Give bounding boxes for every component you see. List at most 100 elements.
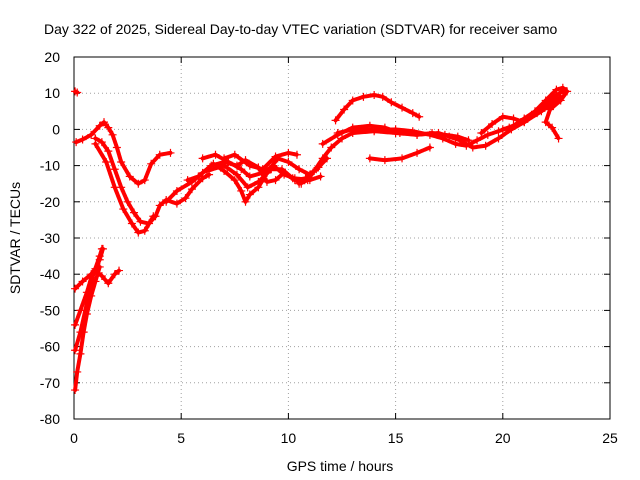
data-point bbox=[79, 328, 88, 337]
data-point bbox=[370, 126, 379, 135]
data-point bbox=[541, 96, 550, 105]
data-point bbox=[318, 139, 327, 148]
data-point bbox=[288, 174, 297, 183]
axis-ticks: 0 5 10 15 20 25 -80 -70 -60 -50 -40 -30 -20 -10 0 10 20 bbox=[40, 49, 618, 446]
data-point bbox=[127, 219, 136, 228]
data-point bbox=[230, 150, 239, 159]
data-point bbox=[271, 176, 280, 185]
data-point bbox=[451, 139, 460, 148]
x-tick-label: 15 bbox=[388, 430, 404, 446]
chart-title: Day 322 of 2025, Sidereal Day-to-day VTE… bbox=[44, 21, 557, 37]
data-point bbox=[140, 176, 149, 185]
x-tick-label: 5 bbox=[177, 430, 185, 446]
data-point bbox=[115, 266, 124, 275]
data-point bbox=[438, 134, 447, 143]
data-point bbox=[408, 127, 417, 136]
y-tick-label: -10 bbox=[40, 158, 60, 174]
data-point bbox=[119, 205, 128, 214]
data-point bbox=[509, 121, 518, 130]
data-point bbox=[73, 88, 82, 97]
data-point bbox=[110, 270, 119, 279]
data-point bbox=[73, 367, 82, 376]
data-point bbox=[333, 129, 342, 138]
data-point bbox=[245, 172, 254, 181]
data-point bbox=[112, 143, 121, 152]
data-point bbox=[155, 150, 164, 159]
data-point bbox=[277, 165, 286, 174]
data-point bbox=[541, 118, 550, 127]
y-tick-label: -60 bbox=[40, 339, 60, 355]
series-arc-20 bbox=[71, 262, 104, 395]
data-point bbox=[72, 138, 81, 147]
data-point bbox=[387, 98, 396, 107]
data-point bbox=[425, 143, 434, 152]
data-point bbox=[97, 138, 106, 147]
y-tick-label: -80 bbox=[40, 411, 60, 427]
data-point bbox=[408, 109, 417, 118]
x-tick-label: 10 bbox=[281, 430, 297, 446]
series-arc-14 bbox=[365, 143, 434, 165]
data-point bbox=[243, 183, 252, 192]
data-series bbox=[71, 83, 572, 395]
data-point bbox=[338, 134, 346, 143]
data-point bbox=[162, 197, 171, 206]
data-point bbox=[359, 92, 368, 101]
data-point bbox=[76, 306, 85, 315]
data-point bbox=[391, 125, 400, 134]
data-point bbox=[473, 136, 482, 145]
data-point bbox=[130, 208, 139, 217]
data-point bbox=[82, 310, 91, 319]
data-point bbox=[556, 96, 565, 105]
series-arc-8 bbox=[202, 161, 306, 192]
data-point bbox=[110, 183, 119, 192]
data-point bbox=[271, 152, 280, 161]
data-point bbox=[91, 139, 100, 148]
data-point bbox=[232, 170, 241, 179]
data-point bbox=[378, 92, 387, 101]
data-point bbox=[147, 159, 156, 168]
data-point bbox=[71, 386, 80, 395]
y-tick-label: -20 bbox=[40, 194, 60, 210]
data-point bbox=[498, 112, 507, 121]
data-point bbox=[100, 118, 109, 127]
data-point bbox=[303, 176, 312, 185]
data-point bbox=[166, 148, 175, 157]
data-point bbox=[494, 134, 503, 143]
y-tick-label: -70 bbox=[40, 375, 60, 391]
data-point bbox=[220, 161, 229, 170]
data-point bbox=[136, 217, 145, 226]
data-point bbox=[348, 96, 357, 105]
data-point bbox=[310, 167, 319, 176]
data-point bbox=[494, 127, 503, 136]
data-point bbox=[254, 177, 263, 186]
data-point bbox=[110, 165, 119, 174]
data-point bbox=[267, 165, 276, 174]
data-point bbox=[104, 123, 113, 132]
data-point bbox=[149, 212, 158, 221]
data-point bbox=[183, 176, 192, 185]
data-point bbox=[398, 103, 407, 112]
data-point bbox=[211, 150, 220, 159]
data-point bbox=[415, 112, 424, 121]
data-point bbox=[327, 143, 336, 152]
data-point bbox=[554, 134, 563, 143]
data-point bbox=[198, 154, 207, 163]
series-line bbox=[93, 141, 156, 235]
data-point bbox=[230, 176, 239, 185]
data-point bbox=[284, 148, 293, 157]
x-tick-label: 25 bbox=[602, 430, 618, 446]
data-point bbox=[488, 119, 497, 128]
data-point bbox=[318, 154, 327, 163]
data-point bbox=[194, 172, 203, 181]
data-point bbox=[548, 123, 557, 132]
data-point bbox=[530, 107, 539, 116]
series-arc-5 bbox=[162, 154, 331, 206]
data-point bbox=[95, 252, 104, 261]
series-arc-12 bbox=[333, 96, 563, 150]
data-point bbox=[483, 130, 492, 139]
data-point bbox=[462, 141, 471, 150]
series-arc-1 bbox=[71, 87, 82, 97]
data-point bbox=[380, 156, 389, 165]
data-point bbox=[95, 121, 104, 130]
data-point bbox=[95, 262, 104, 271]
